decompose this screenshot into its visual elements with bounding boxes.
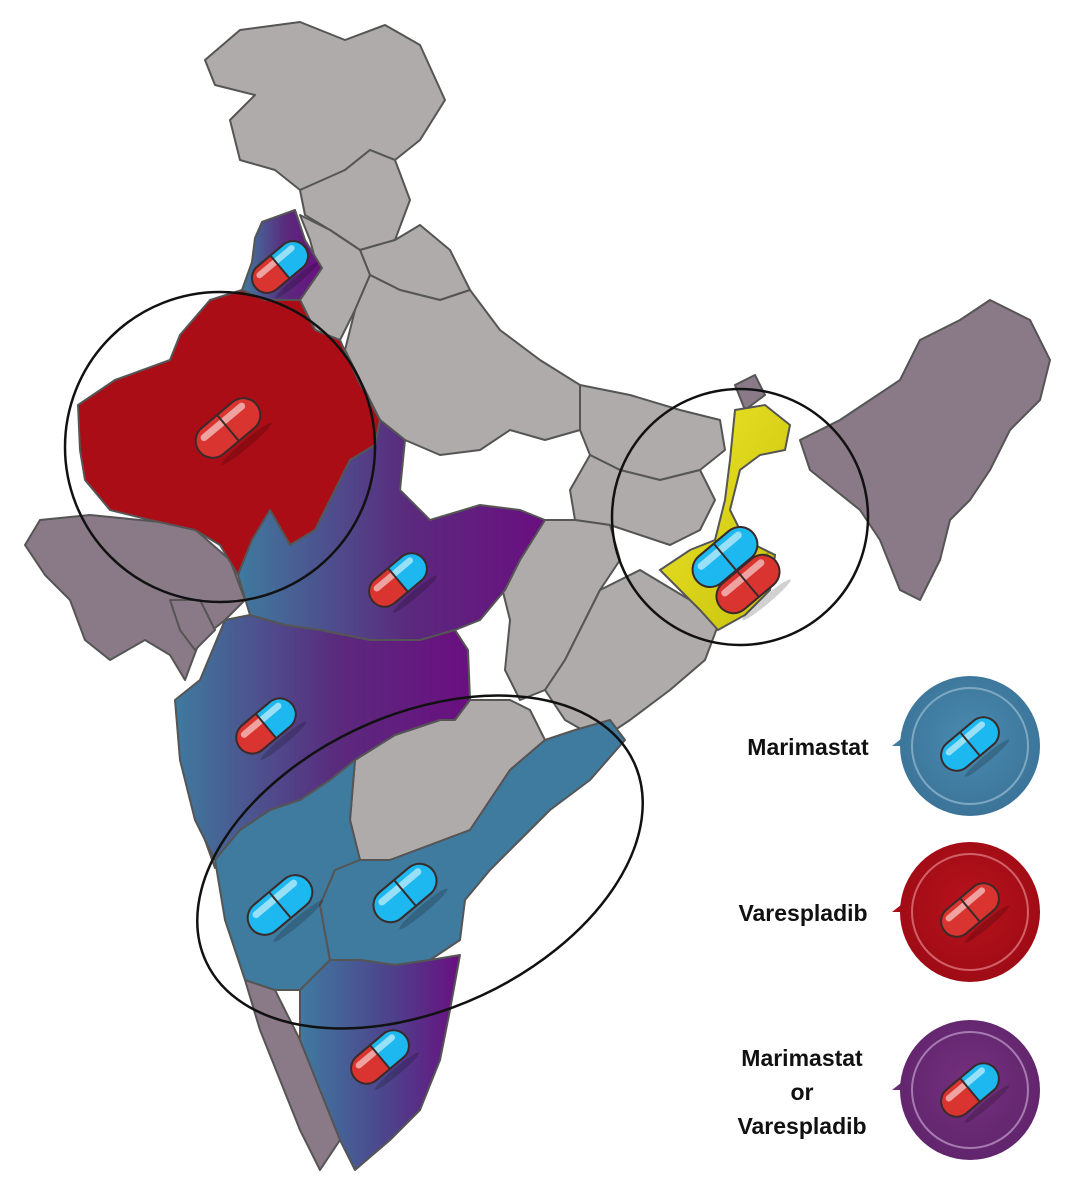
legend-ring-varespladib [911, 853, 1029, 971]
legend-item-marimastat [892, 676, 1040, 816]
legend-label-both-line2: or [790, 1079, 814, 1105]
pill-andhra-pradesh-shadow [399, 888, 448, 930]
pill-karnataka-half-right [269, 869, 318, 918]
legend-label-varespladib: Varespladib [738, 900, 868, 926]
state-jammu-kashmir [204, 21, 446, 191]
legend [892, 676, 1040, 1160]
pill-madhya-pradesh-seam [387, 568, 409, 592]
legend-item-both [892, 1020, 1040, 1160]
legend-label-both: Marimastat or Varespladib [712, 1041, 892, 1143]
state-himachal [299, 149, 411, 251]
pill-tamil-nadu-shadow [374, 1052, 420, 1090]
legend-label-both-line1: Marimastat [741, 1045, 863, 1071]
legend-ring-both [911, 1031, 1029, 1149]
legend-pill-marimastat-shape [936, 712, 1010, 777]
pill-karnataka [242, 869, 324, 942]
legend-pill-marimastat-shape-seam [959, 732, 981, 756]
pill-maharashtra-shadow [260, 721, 307, 760]
state-sikkim [734, 374, 766, 411]
state-kerala [244, 979, 341, 1171]
state-jharkhand [569, 454, 716, 546]
pill-karnataka-half-left [242, 892, 291, 941]
pill-west-bengal-red-shadow [742, 579, 791, 621]
map-pills [190, 236, 791, 1090]
pill-punjab-shadow [275, 262, 319, 299]
pill-karnataka-shadow [273, 899, 324, 942]
pill-rajasthan-half-left [190, 415, 239, 464]
circle-rajasthan [63, 290, 377, 604]
legend-pill-varespladib [936, 878, 1010, 943]
pill-andhra-pradesh-seam [393, 880, 417, 906]
legend-pill-both-shape-seam [959, 1078, 981, 1102]
pill-rajasthan-seam [216, 415, 240, 441]
legend-pill-varespladib-shape-shadow [964, 905, 1010, 943]
legend-pill-varespladib-shape-seam [959, 898, 981, 922]
legend-pill-marimastat [936, 712, 1010, 777]
legend-pill-varespladib-shape [936, 878, 1010, 943]
legend-item-varespladib [892, 842, 1040, 982]
pill-madhya-pradesh-shadow [392, 575, 438, 613]
pill-karnataka-seam [268, 892, 292, 918]
legend-pill-both-shape-shadow [964, 1085, 1010, 1123]
pill-tamil-nadu-seam [369, 1045, 391, 1069]
pill-rajasthan-shadow [221, 422, 272, 465]
pill-andhra-pradesh [367, 858, 448, 930]
pill-rajasthan [190, 392, 272, 465]
legend-label-marimastat: Marimastat [747, 734, 869, 760]
circle-west-bengal [610, 387, 870, 647]
legend-label-both-line3: Varespladib [737, 1113, 867, 1139]
pill-tamil-nadu [346, 1025, 420, 1090]
pill-west-bengal-blue-seam [713, 543, 737, 571]
legend-pill-both [936, 1058, 1010, 1123]
legend-ring-marimastat [911, 687, 1029, 805]
pill-rajasthan-half-right [217, 392, 266, 441]
pill-madhya-pradesh [364, 548, 438, 613]
circle-south [196, 694, 644, 1030]
pill-maharashtra-seam [255, 713, 277, 739]
legend-pill-marimastat-shape-shadow [964, 739, 1010, 777]
pill-punjab-seam [270, 255, 290, 279]
pill-west-bengal-red [710, 549, 791, 621]
pill-west-bengal-red-seam [736, 571, 760, 597]
legend-pill-both-shape [936, 1058, 1010, 1123]
highlight-circles [63, 290, 870, 1030]
state-northeast [799, 299, 1051, 601]
pill-punjab [247, 236, 319, 299]
pill-maharashtra [231, 693, 307, 760]
